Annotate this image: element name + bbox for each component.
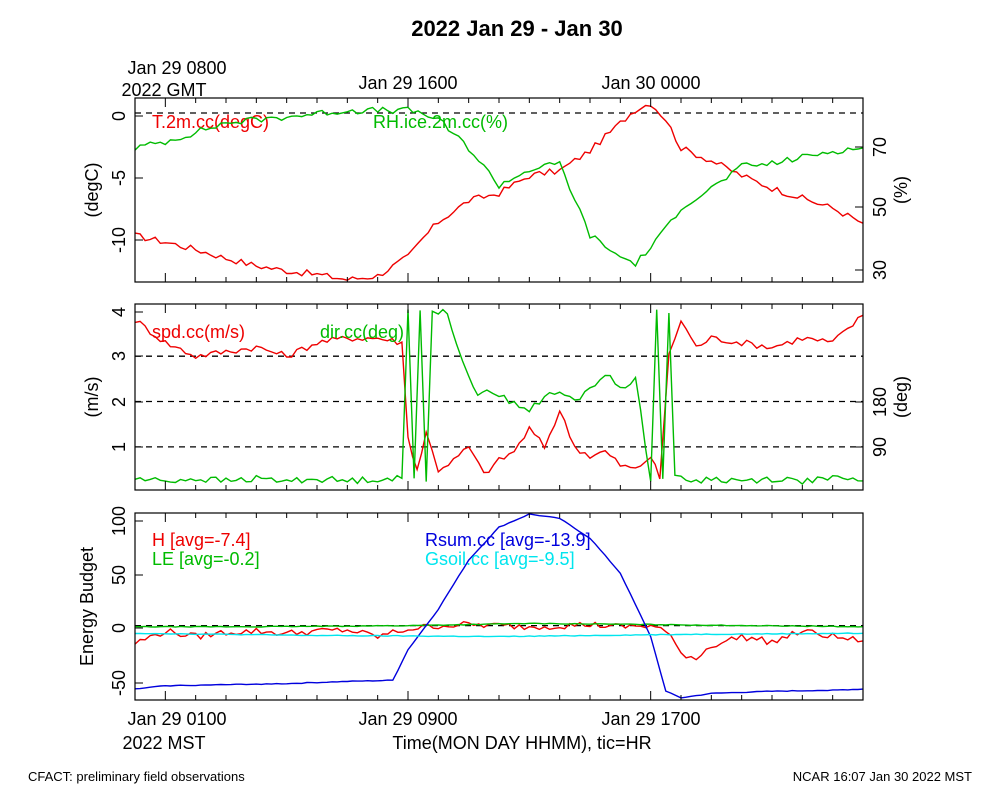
- bottom-time-label-1: Jan 29 0900: [358, 709, 457, 729]
- y-tick-label-left: -5: [109, 170, 129, 186]
- bottom-year-timezone: 2022 MST: [122, 733, 205, 753]
- series-line-1: [134, 308, 864, 486]
- legend-label-0: spd.cc(m/s): [152, 322, 245, 342]
- y-axis-title-right: (deg): [891, 376, 911, 418]
- legend-label-3: Gsoil.cc [avg=-9.5]: [425, 549, 575, 569]
- y-tick-label-left: 4: [109, 307, 129, 317]
- series-line-3: [135, 632, 864, 638]
- series-line-0: [134, 314, 864, 480]
- legend-label-0: H [avg=-7.4]: [152, 530, 251, 550]
- top-time-label-2: Jan 30 0000: [601, 73, 700, 93]
- legend-label-1: RH.ice.2m.cc(%): [373, 112, 508, 132]
- y-axis-title-left: (degC): [82, 162, 102, 217]
- energy-budget-panel: H [avg=-7.4]LE [avg=-0.2] Rsum.cc [avg=-1…: [77, 506, 864, 701]
- y-tick-label-left: 3: [109, 351, 129, 361]
- y-tick-label-left: 0: [109, 623, 129, 633]
- y-tick-label-left: -50: [109, 670, 129, 696]
- y-tick-label-right: 70: [870, 137, 890, 157]
- y-axis-title-right: (%): [891, 176, 911, 204]
- top-time-label-1: Jan 29 1600: [358, 73, 457, 93]
- y-tick-label-left: 2: [109, 397, 129, 407]
- y-tick-label-right: 180: [870, 387, 890, 417]
- footer-left: CFACT: preliminary field observations: [28, 769, 245, 784]
- legend-label-1: LE [avg=-0.2]: [152, 549, 260, 569]
- wind-panel: spd.cc(m/s) dir.cc(deg) 4 3 2 1 180 90 (m/s) (deg…: [82, 303, 911, 491]
- legend-label-2: Rsum.cc [avg=-13.9]: [425, 530, 591, 550]
- footer-right: NCAR 16:07 Jan 30 2022 MST: [793, 769, 972, 784]
- y-tick-label-left: 50: [109, 565, 129, 585]
- y-tick-label-left: 0: [109, 111, 129, 121]
- y-axis-title-left: Energy Budget: [77, 547, 97, 666]
- y-tick-label-right: 30: [870, 260, 890, 280]
- y-tick-label-left: 100: [109, 506, 129, 536]
- bottom-time-label-0: Jan 29 0100: [127, 709, 226, 729]
- legend-label-0: T.2m.cc(degC): [152, 112, 269, 132]
- temperature-humidity-panel: T.2m.cc(degC) RH.ice.2m.cc(%) 0 -5 -10 70 50 30…: [82, 97, 911, 283]
- series-line-2: [134, 513, 864, 699]
- series-line-1: [134, 622, 864, 628]
- top-time-label-0-line1: Jan 29 0800: [127, 58, 226, 78]
- legend-label-1: dir.cc(deg): [320, 322, 404, 342]
- chart-title: 2022 Jan 29 - Jan 30: [411, 16, 623, 41]
- series-line-1: [134, 106, 864, 268]
- x-axis-label: Time(MON DAY HHMM), tic=HR: [392, 733, 651, 753]
- y-tick-label-right: 90: [870, 437, 890, 457]
- bottom-time-label-2: Jan 29 1700: [601, 709, 700, 729]
- top-time-label-0-line2: 2022 GMT: [121, 80, 206, 100]
- y-axis-title-left: (m/s): [82, 377, 102, 418]
- y-tick-label-left: 1: [109, 442, 129, 452]
- series-line-0: [134, 104, 864, 281]
- y-tick-label-left: -10: [109, 227, 129, 253]
- y-tick-label-right: 50: [870, 197, 890, 217]
